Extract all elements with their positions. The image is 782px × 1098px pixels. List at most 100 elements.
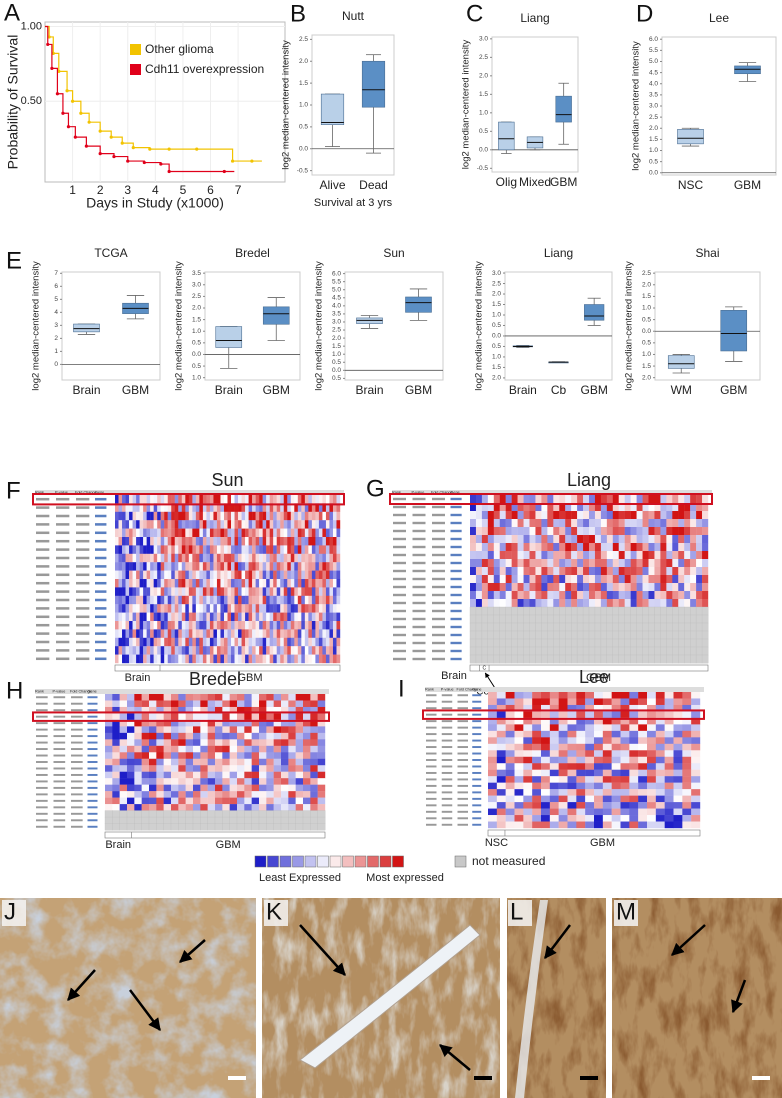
table-cell bbox=[426, 733, 437, 736]
heat-cell bbox=[582, 646, 590, 656]
heat-cell bbox=[673, 698, 683, 706]
heat-cell bbox=[493, 559, 500, 568]
heat-cell bbox=[234, 646, 239, 655]
heat-cell bbox=[567, 704, 577, 712]
heat-cell bbox=[318, 646, 323, 655]
heat-cell bbox=[206, 562, 211, 571]
heat-cell bbox=[259, 765, 267, 772]
heat-cell bbox=[178, 511, 182, 521]
censor-point bbox=[142, 160, 146, 165]
heat-cell bbox=[238, 637, 242, 647]
heat-cell bbox=[303, 739, 311, 747]
heat-cell bbox=[318, 553, 323, 563]
y-tick-label: 2.5 bbox=[479, 54, 488, 61]
heat-cell bbox=[181, 637, 186, 647]
heat-cell bbox=[695, 606, 703, 616]
y-tick-label: 3.5 bbox=[332, 311, 341, 318]
heat-cell bbox=[308, 587, 313, 596]
heat-cell bbox=[655, 789, 665, 796]
heat-cell bbox=[602, 808, 612, 816]
heat-cell bbox=[325, 495, 330, 504]
heat-cell bbox=[511, 630, 518, 640]
heat-cell bbox=[673, 821, 683, 829]
heat-cell bbox=[529, 638, 536, 648]
heat-cell bbox=[638, 802, 648, 809]
heat-cell bbox=[475, 495, 483, 504]
heat-cell bbox=[315, 520, 320, 529]
heat-cell bbox=[523, 724, 533, 732]
heat-cell bbox=[105, 726, 113, 734]
heat-cell bbox=[160, 570, 165, 580]
heat-cell bbox=[571, 638, 578, 648]
panel-letter: C bbox=[466, 0, 483, 27]
heat-cell bbox=[630, 503, 637, 512]
heat-cell bbox=[238, 570, 242, 580]
heat-cell bbox=[188, 545, 193, 554]
heat-cell bbox=[315, 495, 320, 504]
heat-cell bbox=[248, 646, 253, 655]
heat-cell bbox=[638, 808, 648, 816]
heat-cell bbox=[589, 575, 596, 584]
heat-cell bbox=[702, 543, 709, 552]
heat-cell bbox=[696, 559, 703, 568]
heat-cell bbox=[322, 503, 327, 512]
heat-cell bbox=[148, 823, 157, 831]
heat-cell bbox=[606, 638, 614, 648]
plot-frame bbox=[44, 21, 286, 183]
heat-cell bbox=[558, 717, 568, 725]
table-cell bbox=[457, 707, 468, 710]
heat-cell bbox=[612, 591, 619, 600]
heat-cell bbox=[475, 630, 483, 640]
heat-cell bbox=[164, 587, 168, 596]
heat-cell bbox=[549, 756, 559, 764]
heat-cell bbox=[547, 543, 554, 552]
heat-cell bbox=[192, 604, 197, 613]
table-cell bbox=[71, 761, 83, 763]
heat-cell bbox=[666, 527, 673, 536]
heat-cell bbox=[141, 784, 150, 792]
heat-cell bbox=[602, 815, 612, 822]
heat-cell bbox=[594, 737, 604, 745]
table-cell bbox=[457, 784, 468, 787]
heat-cell bbox=[157, 570, 161, 580]
heat-cell bbox=[493, 551, 500, 560]
heat-cell bbox=[129, 595, 133, 605]
heat-cell bbox=[505, 638, 513, 648]
heat-cell bbox=[195, 562, 200, 571]
heat-cell bbox=[181, 537, 186, 546]
heat-cell bbox=[231, 495, 235, 504]
heat-cell bbox=[266, 537, 270, 546]
heat-cell bbox=[248, 579, 253, 588]
heat-cell bbox=[496, 821, 506, 829]
table-cell bbox=[53, 819, 66, 822]
heat-cell bbox=[134, 758, 142, 766]
heat-cell bbox=[150, 595, 154, 605]
heat-cell bbox=[602, 782, 612, 790]
censor-point bbox=[98, 151, 102, 156]
heat-cell bbox=[642, 638, 649, 648]
heat-cell bbox=[691, 730, 701, 738]
heat-cell bbox=[541, 724, 551, 732]
heat-cell bbox=[318, 604, 323, 613]
heat-cell bbox=[696, 511, 703, 520]
panel-letter: E bbox=[6, 247, 22, 274]
heat-cell bbox=[195, 579, 200, 588]
heat-cell bbox=[163, 713, 172, 721]
heat-cell bbox=[558, 815, 568, 822]
table-cell bbox=[53, 702, 66, 705]
heat-cell bbox=[565, 630, 572, 640]
heat-cell bbox=[266, 745, 274, 753]
heat-cell bbox=[244, 791, 252, 798]
heat-cell bbox=[315, 553, 320, 563]
heat-cell bbox=[535, 511, 542, 520]
heat-cell bbox=[585, 724, 595, 732]
heat-cell bbox=[136, 595, 140, 605]
y-axis-label: Probability of Survival bbox=[5, 35, 21, 170]
heat-cell bbox=[216, 579, 221, 588]
heat-cell bbox=[325, 570, 330, 580]
heat-cell bbox=[207, 804, 216, 811]
heat-cell bbox=[664, 756, 674, 764]
heat-cell bbox=[237, 694, 245, 701]
heat-cell bbox=[241, 637, 246, 647]
heat-cell bbox=[325, 511, 330, 521]
